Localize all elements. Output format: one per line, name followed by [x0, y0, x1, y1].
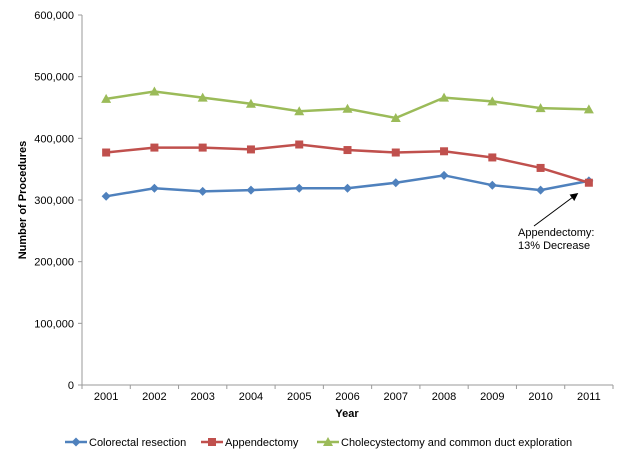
- triangle-marker: [149, 86, 160, 96]
- x-tick-label: 2009: [480, 391, 504, 403]
- legend-label-appendectomy: Appendectomy: [225, 437, 299, 449]
- x-tick-label: 2008: [432, 391, 456, 403]
- x-tick-label: 2007: [384, 391, 408, 403]
- y-tick-label: 400,000: [34, 133, 74, 145]
- triangle-marker: [294, 106, 305, 116]
- diamond-marker: [487, 180, 497, 190]
- square-marker: [343, 146, 352, 155]
- diamond-marker: [149, 183, 159, 193]
- diamond-marker: [246, 185, 256, 195]
- legend-item-colorectal-resection: Colorectal resection: [65, 437, 186, 449]
- square-marker: [488, 153, 497, 162]
- series-cholecystectomy-and-common-duct-exploration: [101, 86, 594, 122]
- legend-label-colorectal-resection: Colorectal resection: [89, 437, 186, 449]
- x-tick-label: 2004: [239, 391, 263, 403]
- annotation-line2: 13% Decrease: [518, 240, 590, 252]
- diamond-marker: [536, 185, 546, 195]
- diamond-marker: [294, 183, 304, 193]
- square-marker: [295, 140, 304, 149]
- diamond-marker: [391, 178, 401, 188]
- legend-label-cholecystectomy: Cholecystectomy and common duct explorat…: [341, 437, 572, 449]
- y-tick-label: 600,000: [34, 10, 74, 22]
- triangle-marker: [245, 98, 256, 108]
- square-marker: [208, 438, 216, 446]
- x-tick-label: 2001: [94, 391, 118, 403]
- triangle-marker: [390, 112, 401, 122]
- annotation-arrow: [533, 193, 579, 227]
- square-marker: [536, 163, 545, 172]
- y-tick-label: 200,000: [34, 257, 74, 269]
- legend: Colorectal resection Appendectomy Cholec…: [65, 437, 572, 449]
- annotation-callout: Appendectomy: 13% Decrease: [518, 193, 594, 252]
- triangle-marker: [101, 93, 112, 103]
- x-tick-label: 2005: [287, 391, 311, 403]
- diamond-marker: [439, 170, 449, 180]
- triangle-marker: [323, 437, 333, 446]
- x-tick-label: 2011: [577, 391, 601, 403]
- x-tick-label: 2002: [142, 391, 166, 403]
- series-colorectal-resection: [101, 170, 594, 201]
- square-marker: [584, 178, 593, 187]
- y-tick-label: 500,000: [34, 72, 74, 84]
- triangle-marker: [342, 103, 353, 113]
- x-tick-label: 2010: [528, 391, 552, 403]
- legend-item-appendectomy: Appendectomy: [201, 437, 299, 449]
- square-marker: [198, 143, 207, 152]
- y-tick-label: 100,000: [34, 318, 74, 330]
- triangle-marker: [535, 103, 546, 113]
- annotation-line1: Appendectomy:: [518, 227, 594, 239]
- square-marker: [440, 147, 449, 156]
- series-appendectomy: [102, 140, 593, 187]
- diamond-marker: [198, 186, 208, 196]
- square-marker: [150, 143, 159, 152]
- y-axis-title: Number of Procedures: [17, 141, 29, 260]
- diamond-marker: [101, 191, 111, 201]
- square-marker: [102, 148, 111, 157]
- triangle-marker: [439, 92, 450, 102]
- x-tick-label: 2003: [190, 391, 214, 403]
- triangle-marker: [487, 96, 498, 106]
- y-tick-label: 0: [68, 380, 74, 392]
- diamond-marker: [343, 183, 352, 193]
- series-layer: [101, 86, 594, 201]
- diamond-marker: [71, 437, 81, 447]
- legend-item-cholecystectomy: Cholecystectomy and common duct explorat…: [317, 437, 572, 449]
- square-marker: [391, 148, 400, 157]
- triangle-marker: [583, 104, 594, 114]
- x-axis-title: Year: [335, 408, 359, 420]
- square-marker: [246, 145, 255, 154]
- triangle-marker: [197, 92, 208, 102]
- y-tick-label: 300,000: [34, 195, 74, 207]
- axes-layer: 0 100,000 200,000 300,000 400,000 500,000 600,…: [34, 10, 614, 403]
- x-tick-label: 2006: [335, 391, 359, 403]
